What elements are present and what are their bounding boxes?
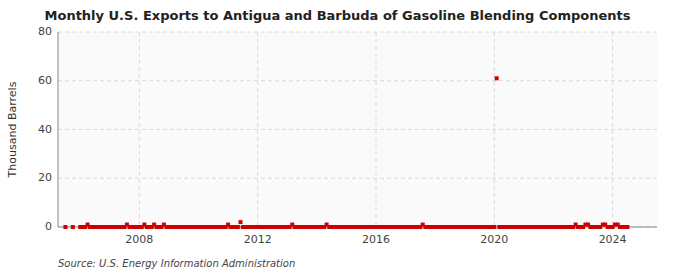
y-tick-label: 20	[38, 171, 52, 184]
point	[239, 220, 243, 224]
x-grid-line	[612, 32, 613, 227]
point	[236, 225, 240, 229]
x-grid-line	[494, 32, 495, 227]
source-note: Source: U.S. Energy Information Administ…	[58, 258, 295, 269]
y-grid-line	[58, 80, 657, 81]
x-tick-label: 2016	[362, 233, 390, 246]
point	[495, 76, 499, 80]
x-tick-label: 2008	[125, 233, 153, 246]
point	[63, 225, 67, 229]
x-grid-line	[257, 32, 258, 227]
y-tick-label: 40	[38, 123, 52, 136]
point	[71, 225, 75, 229]
chart: 0 20 40 60 80 2008 2012 2016 2020 2024 Monthly U.S…	[0, 0, 675, 275]
points	[63, 76, 629, 229]
y-grid-line	[58, 178, 657, 179]
x-grid-line	[139, 32, 140, 227]
y-grid-line	[58, 32, 657, 33]
point	[625, 225, 629, 229]
x-tick-label: 2012	[244, 233, 272, 246]
plot-area	[58, 32, 657, 227]
y-tick-label: 80	[38, 25, 52, 38]
x-tick-label: 2024	[599, 233, 627, 246]
point	[492, 225, 496, 229]
grid	[58, 32, 657, 227]
y-axis-line	[58, 32, 59, 227]
y-tick-label: 0	[45, 220, 52, 233]
y-axis-label: Thousand Barrels	[6, 81, 19, 178]
title: Monthly U.S. Exports to Antigua and Barb…	[45, 8, 631, 23]
x-tick-label: 2020	[480, 233, 508, 246]
y-tick-label: 60	[38, 74, 52, 87]
y-grid-line	[58, 129, 657, 130]
x-grid-line	[375, 32, 376, 227]
